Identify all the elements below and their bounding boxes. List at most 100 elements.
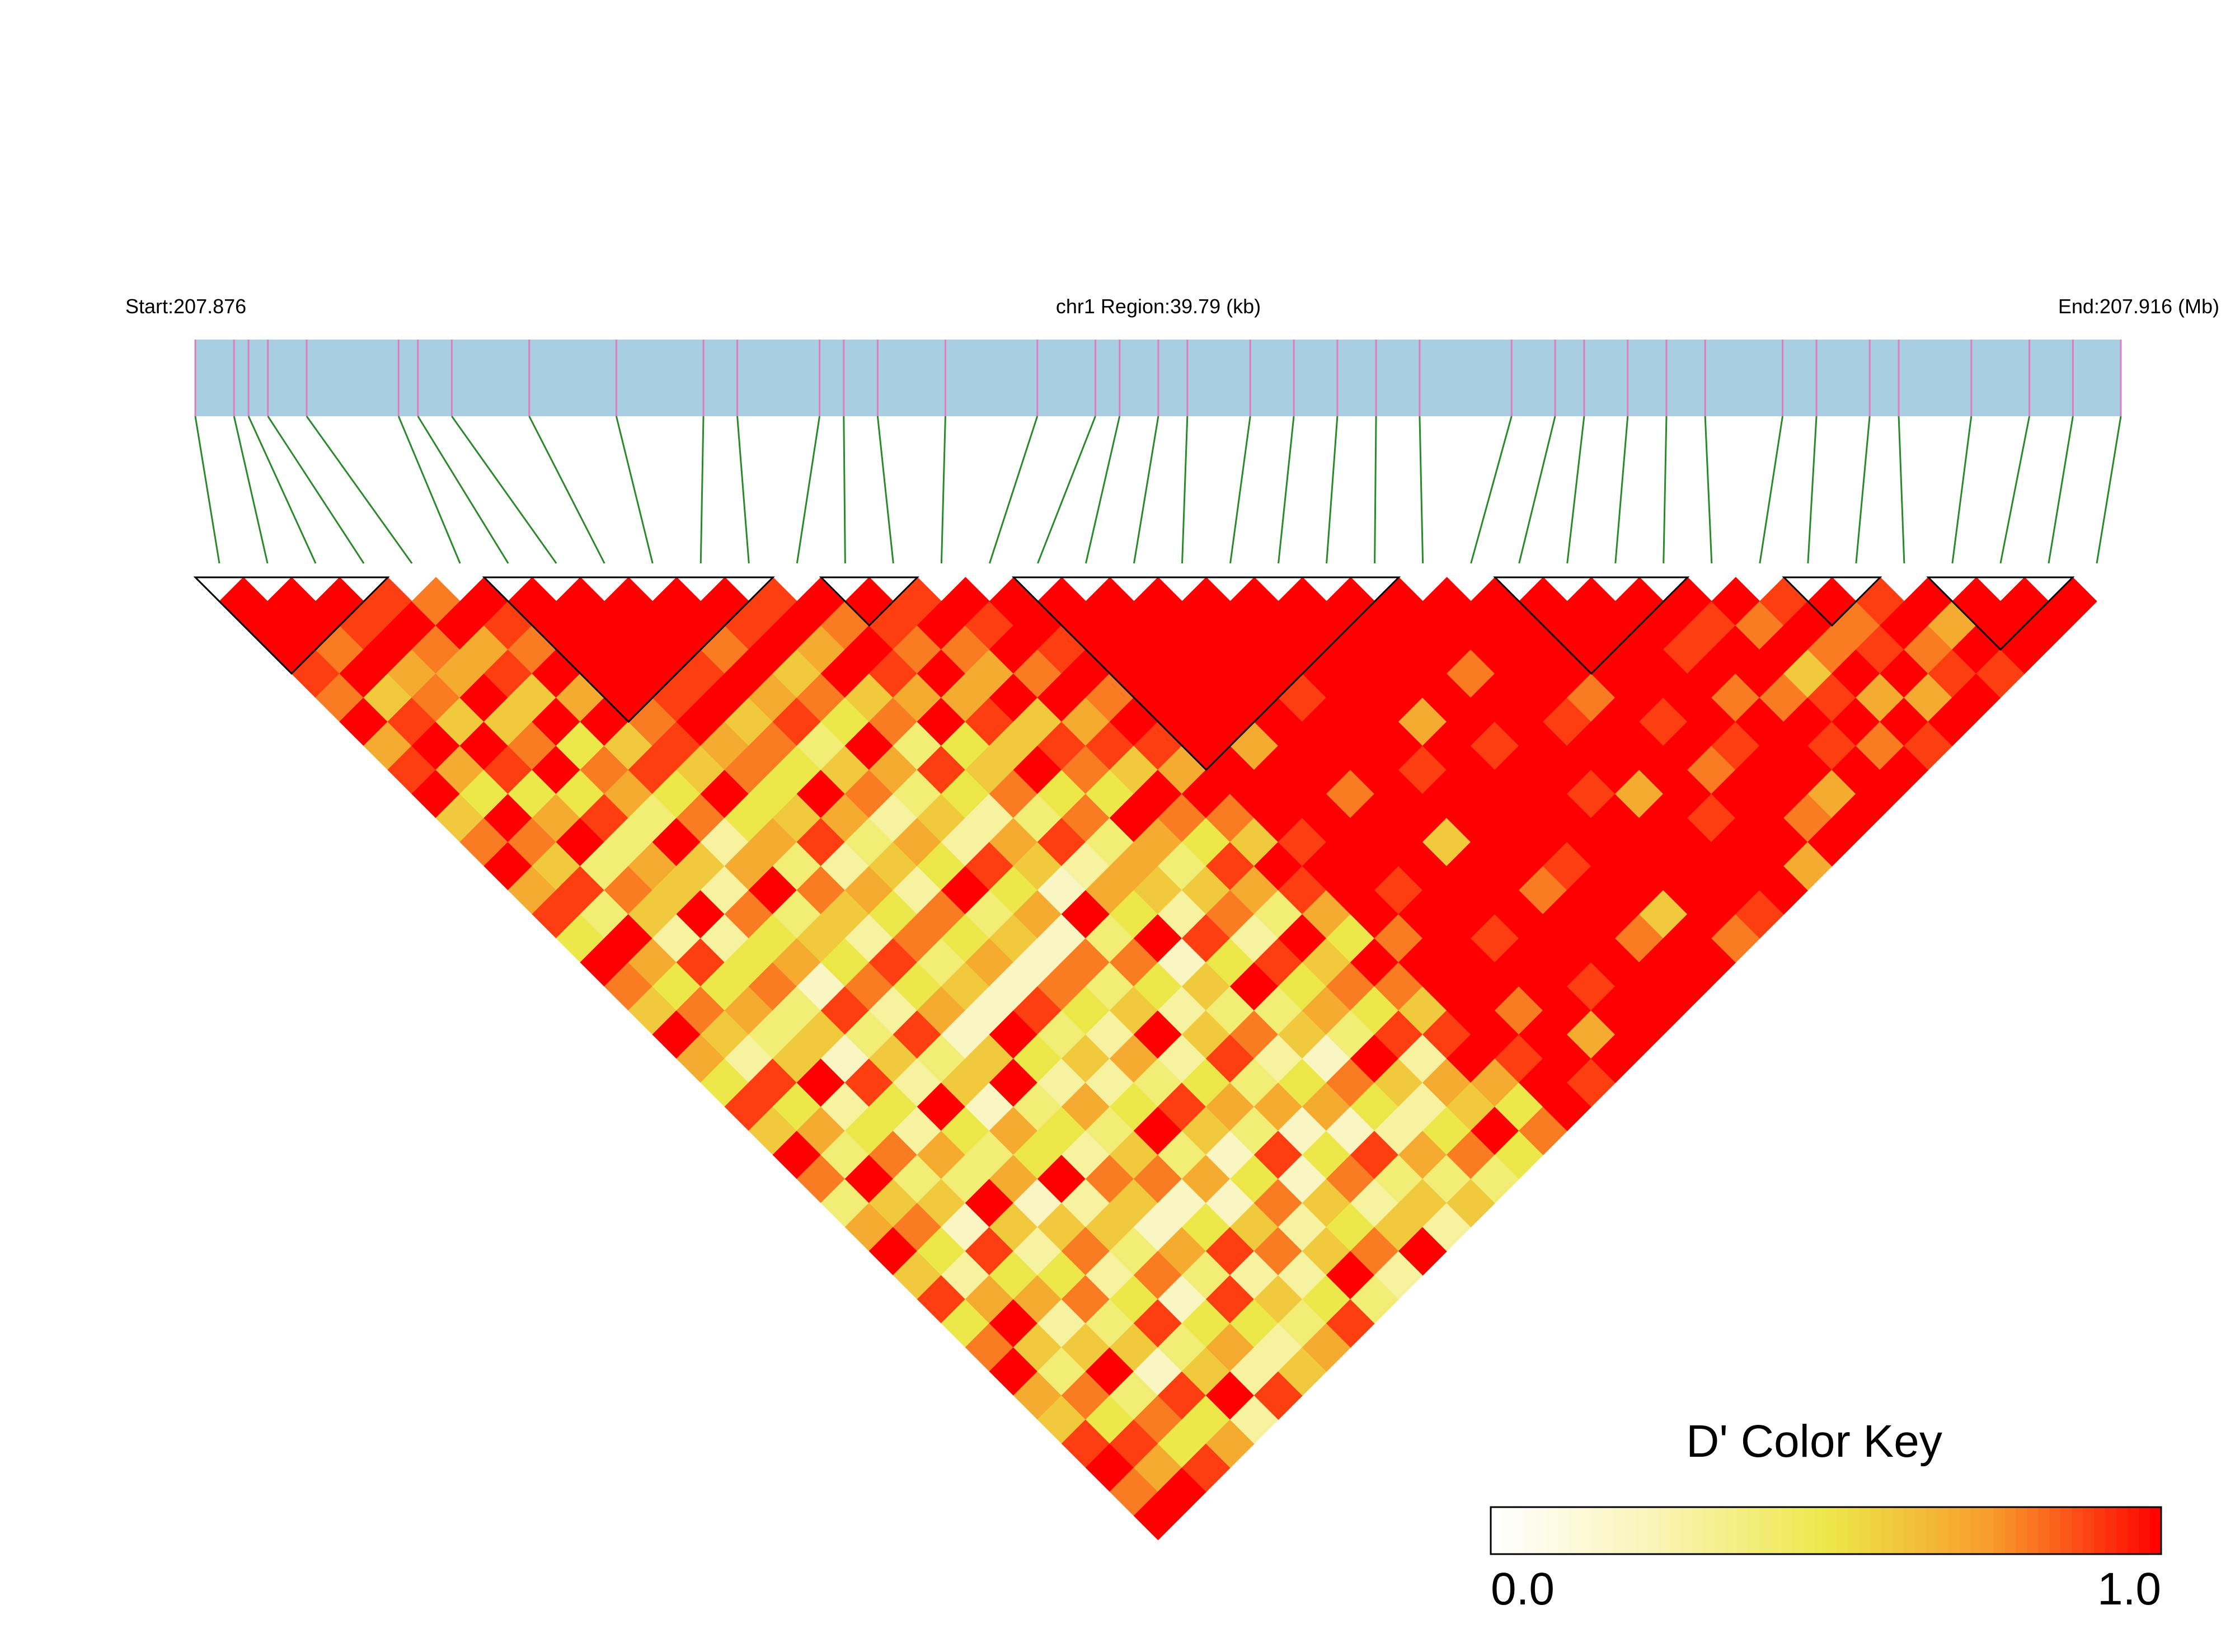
key-swatch [1736, 1507, 1748, 1554]
snp-link [796, 416, 821, 564]
snp-link [1951, 416, 1973, 564]
key-swatch [1848, 1507, 1860, 1554]
key-swatch [1569, 1507, 1581, 1554]
snp-link [2096, 416, 2122, 564]
key-frame [1490, 1506, 2162, 1555]
snp-link [397, 416, 461, 564]
snp-link [940, 416, 946, 564]
key-swatch [1680, 1507, 1692, 1554]
key-swatch [2150, 1507, 2162, 1554]
key-swatch [1870, 1507, 1882, 1554]
key-swatch [1580, 1507, 1592, 1554]
ld-block [1493, 576, 1690, 675]
key-swatch [2083, 1507, 2095, 1554]
snp-link [1419, 416, 1424, 564]
key-swatch [2049, 1507, 2061, 1554]
key-swatch [1624, 1507, 1637, 1554]
key-swatch [2139, 1507, 2151, 1554]
key-swatch [1781, 1507, 1793, 1554]
snp-link [1855, 416, 1871, 564]
snp-link [528, 416, 605, 564]
key-swatch [1557, 1507, 1570, 1554]
snp-link [2048, 416, 2074, 564]
key-swatch [1770, 1507, 1782, 1554]
snp-link [736, 416, 750, 564]
ld-block [1011, 576, 1401, 771]
key-swatch [2016, 1507, 2027, 1554]
snp-link [1518, 416, 1556, 564]
key-swatch [1658, 1507, 1670, 1554]
ld-block [819, 576, 919, 627]
snp-link [1085, 416, 1121, 564]
key-swatch [2116, 1507, 2128, 1554]
key-swatch [1759, 1507, 1771, 1554]
key-swatch [1826, 1507, 1838, 1554]
key-swatch [1546, 1507, 1558, 1554]
key-swatch [1591, 1507, 1603, 1554]
key-swatch [1926, 1507, 1938, 1554]
snp-link [1898, 416, 1905, 564]
key-swatch [1613, 1507, 1626, 1554]
key-swatch [1714, 1507, 1726, 1554]
snp-link [1037, 416, 1096, 564]
snp-link [267, 416, 365, 564]
key-swatch [1971, 1507, 1983, 1554]
key-swatch [1524, 1507, 1536, 1554]
key-swatch [1804, 1507, 1815, 1554]
snp-link [1807, 416, 1818, 564]
snp-link [1278, 416, 1295, 564]
key-swatch [2027, 1507, 2039, 1554]
key-swatch [2038, 1507, 2050, 1554]
snp-link [876, 416, 894, 564]
snp-link [1614, 416, 1629, 564]
ld-block [482, 576, 775, 723]
snp-link [306, 416, 413, 564]
key-swatch [1815, 1507, 1826, 1554]
snp-link [233, 416, 269, 564]
key-swatch [1491, 1507, 1502, 1554]
snp-link [988, 416, 1039, 564]
key-swatch [2072, 1507, 2083, 1554]
snp-link [194, 416, 220, 564]
snp-link [1663, 416, 1668, 564]
key-swatch [1501, 1507, 1514, 1554]
snp-link [417, 416, 509, 564]
end-label: End:207.916 (Mb) [2058, 295, 2219, 318]
key-swatch [1792, 1507, 1804, 1554]
snp-link [1759, 416, 1783, 564]
key-swatch [2105, 1507, 2117, 1554]
snp-link [1999, 416, 2031, 564]
key-swatch [1982, 1507, 1994, 1554]
key-swatch [2060, 1507, 2072, 1554]
snp-link [843, 416, 846, 564]
snp-link [451, 416, 557, 564]
ld-block [1926, 576, 2075, 651]
ld-block [193, 576, 390, 675]
snp-link [1229, 416, 1251, 564]
key-swatch [1636, 1507, 1648, 1554]
snp-link [1133, 416, 1159, 564]
snp-link [1374, 416, 1377, 564]
key-swatch [2094, 1507, 2106, 1554]
key-swatch [1513, 1507, 1525, 1554]
snp-link [247, 416, 317, 564]
snp-link [1326, 416, 1339, 564]
ld-block [1782, 576, 1882, 627]
snp-link [615, 416, 654, 564]
key-swatch [2128, 1507, 2139, 1554]
snp-link [1470, 416, 1513, 564]
key-tick-label: 1.0 [2097, 1564, 2161, 1615]
key-swatch [1893, 1507, 1905, 1554]
key-swatch [1647, 1507, 1659, 1554]
snp-link [1181, 416, 1189, 564]
key-swatch [1725, 1507, 1737, 1554]
key-swatch [1881, 1507, 1894, 1554]
key-swatch [1602, 1507, 1614, 1554]
key-swatch [1669, 1507, 1681, 1554]
key-swatch [1535, 1507, 1547, 1554]
key-swatch [1937, 1507, 1950, 1554]
region-label: chr1 Region:39.79 (kb) [1056, 295, 1261, 318]
key-swatch [1915, 1507, 1927, 1554]
